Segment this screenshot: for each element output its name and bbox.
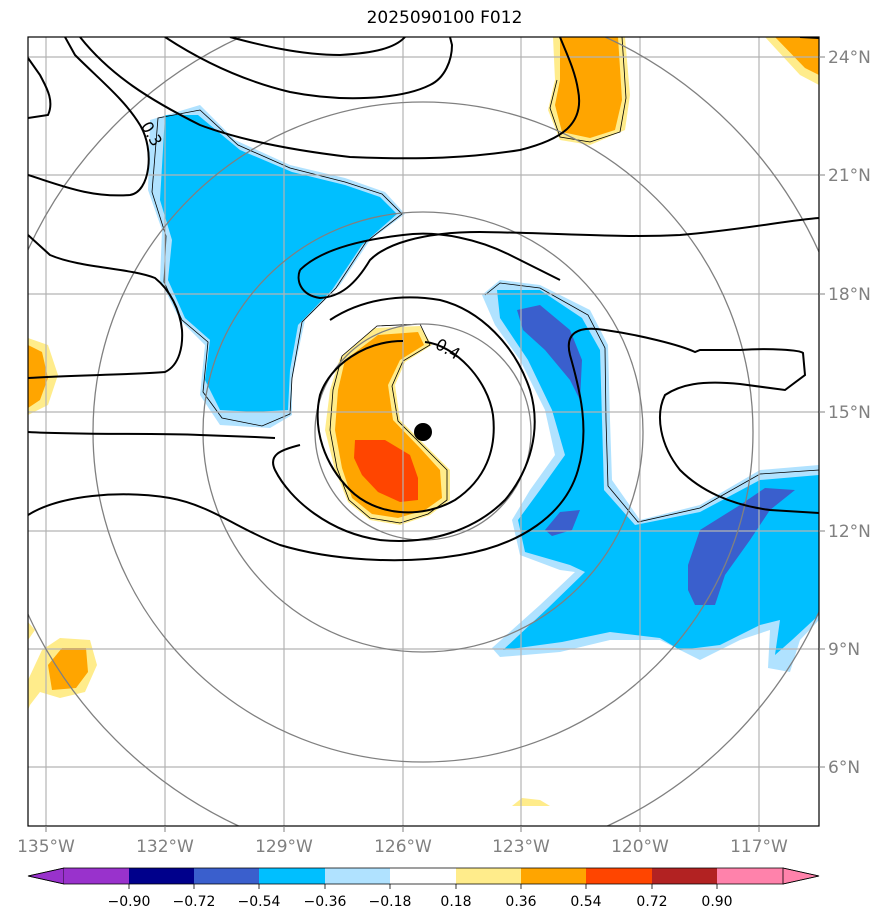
contour-nw-top xyxy=(28,37,150,197)
colorbar-bin-6 xyxy=(390,868,456,884)
grid-lines xyxy=(28,37,819,826)
shade-blue-nw xyxy=(160,115,397,412)
range-ring-middle xyxy=(202,211,644,653)
colorbar-bin-9 xyxy=(586,868,652,884)
contour-inner-circle xyxy=(316,340,495,514)
shade-yellow-left-small xyxy=(28,622,35,640)
map-frame xyxy=(27,36,820,827)
colorbar-bin-1 xyxy=(64,868,129,884)
y-tick-labels: 6°N 9°N 12°N 15°N 18°N 21°N 24°N xyxy=(828,48,871,778)
x-tick-label-129W: 129°W xyxy=(255,837,313,857)
cbar-label-7: 0.36 xyxy=(505,894,536,910)
contour-label-0.4: 0.4 xyxy=(432,334,464,363)
colorbar-extend-high xyxy=(782,867,820,885)
colorbar-bin-11 xyxy=(717,868,783,884)
shade-royal-blue-se xyxy=(688,488,795,605)
colorbar-bin-8 xyxy=(521,868,586,884)
cbar-label-10: 0.90 xyxy=(701,894,732,910)
colorbar-bin-10 xyxy=(652,868,717,884)
cbar-label-1: −0.90 xyxy=(108,894,151,910)
cbar-label-8: 0.54 xyxy=(570,894,601,910)
colorbar-bin-7 xyxy=(456,868,521,884)
x-tick-label-132W: 132°W xyxy=(136,837,194,857)
range-rings xyxy=(28,37,819,826)
contour-second-circle xyxy=(299,232,561,281)
outline-ne xyxy=(549,37,627,143)
colorbar: −0.90 −0.72 −0.54 −0.36 −0.18 0.18 0.36 … xyxy=(27,867,820,910)
contour-top-3 xyxy=(229,37,406,57)
contour-eye-wrap xyxy=(272,296,536,542)
colorbar-extend-low xyxy=(27,867,65,885)
colorbar-ticks xyxy=(128,884,718,889)
y-tick-label-15N: 15°N xyxy=(828,403,871,423)
cbar-label-3: −0.54 xyxy=(238,894,281,910)
colorbar-bin-5 xyxy=(325,868,390,884)
shade-yellow-bottom xyxy=(512,798,550,806)
shade-royal-blue-band xyxy=(517,305,582,400)
cbar-label-5: −0.18 xyxy=(369,894,412,910)
shade-orange-ne xyxy=(555,37,622,138)
shaded-field xyxy=(28,37,819,806)
contour-lines xyxy=(28,37,819,562)
range-ring-outer xyxy=(92,101,754,763)
shade-orange-sw xyxy=(48,648,88,690)
contour-west-loop xyxy=(28,234,184,379)
y-tick-label-21N: 21°N xyxy=(828,166,871,186)
plot-title: 2025090100 F012 xyxy=(366,8,523,28)
contour-outer-ring xyxy=(28,327,819,562)
y-tick-label-9N: 9°N xyxy=(828,640,860,660)
x-tick-label-123W: 123°W xyxy=(492,837,550,857)
y-tick-label-6N: 6°N xyxy=(828,758,860,778)
x-tick-label-126W: 126°W xyxy=(374,837,432,857)
cbar-label-6: 0.18 xyxy=(440,894,471,910)
contour-top-2 xyxy=(164,37,454,100)
x-tick-labels: 135°W 132°W 129°W 126°W 123°W 120°W 117°… xyxy=(17,837,788,857)
y-tick-label-24N: 24°N xyxy=(828,48,871,68)
cbar-label-9: 0.72 xyxy=(636,894,667,910)
storm-center-marker xyxy=(414,423,432,441)
colorbar-bin-2 xyxy=(129,868,194,884)
x-tick-label-117W: 117°W xyxy=(730,837,788,857)
y-tick-label-12N: 12°N xyxy=(828,522,871,542)
shade-royal-blue-small xyxy=(545,510,580,536)
shade-orange-far-ne xyxy=(775,37,819,75)
colorbar-bin-3 xyxy=(194,868,259,884)
x-tick-label-120W: 120°W xyxy=(611,837,669,857)
contour-top-1 xyxy=(79,37,581,160)
cbar-label-4: −0.36 xyxy=(304,894,347,910)
contour-nw-2 xyxy=(28,57,52,119)
contour-middle-west xyxy=(28,431,276,439)
shade-red-core xyxy=(354,440,418,502)
tick-marks xyxy=(45,56,825,832)
cbar-label-2: −0.72 xyxy=(173,894,216,910)
x-tick-label-135W: 135°W xyxy=(17,837,75,857)
colorbar-bin-4 xyxy=(259,868,325,884)
y-tick-label-18N: 18°N xyxy=(828,285,871,305)
colorbar-frame xyxy=(27,867,820,885)
contour-east-long xyxy=(297,217,819,300)
